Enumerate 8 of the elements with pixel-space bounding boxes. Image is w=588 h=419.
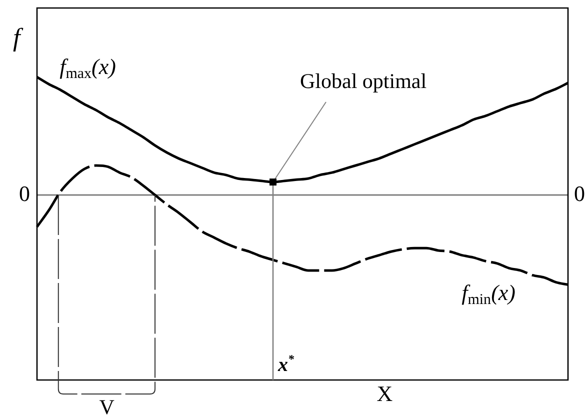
text: x$^{*}$: [278, 352, 294, 376]
series-label: f$_{min}$(x): [462, 280, 516, 308]
text: 0: [19, 180, 30, 206]
x-axis-title: X: [376, 381, 393, 406]
annotation: Global optimal: [300, 69, 427, 94]
series-label: f$_{max}$(x): [60, 54, 116, 82]
text: V: [99, 395, 114, 419]
ref-line-label: 0: [574, 180, 585, 206]
